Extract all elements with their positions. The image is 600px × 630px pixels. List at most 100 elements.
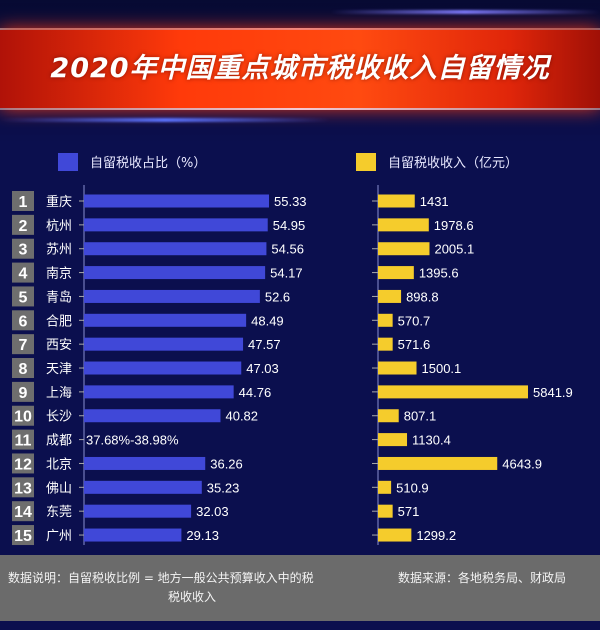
- income-data-label: 1500.1: [422, 361, 462, 376]
- ratio-bar: [84, 289, 260, 303]
- rank-badge: [12, 191, 34, 211]
- decorative-glow: [0, 118, 330, 122]
- decorative-glow: [330, 10, 600, 14]
- ratio-bar: [84, 266, 266, 280]
- ratio-data-label: 29.13: [186, 528, 219, 543]
- rank-badge: [12, 286, 34, 307]
- category-label: 上海: [46, 386, 72, 401]
- ratio-bar: [84, 504, 192, 518]
- income-data-label: 571.6: [398, 337, 431, 352]
- ratio-bar: [84, 528, 182, 542]
- income-data-label: 898.8: [406, 289, 439, 304]
- rank-number: 14: [14, 504, 32, 521]
- data-note-line2: 税收收入: [168, 590, 217, 604]
- footer: 数据说明：自留税收比例 = 地方一般公共预算收入中的税 税收收入 数据来源：各地…: [0, 555, 600, 621]
- income-data-label: 4643.9: [502, 456, 542, 471]
- income-bar: [378, 289, 402, 303]
- rank-badge: [12, 453, 34, 474]
- ratio-data-label: 32.03: [196, 504, 229, 519]
- rank-number: 5: [19, 289, 28, 306]
- income-bar: [378, 456, 498, 470]
- legend-label-income: 自留税收收入（亿元）: [388, 156, 519, 171]
- legend-income: 自留税收收入（亿元）: [356, 152, 518, 171]
- income-data-label: 1978.6: [434, 218, 474, 233]
- data-note-line1: 数据说明：自留税收比例 = 地方一般公共预算收入中的税: [8, 571, 314, 585]
- income-bar: [378, 433, 408, 447]
- income-data-label: 1395.6: [419, 266, 459, 281]
- rank-badge: [12, 477, 34, 498]
- ratio-data-label: 52.6: [265, 289, 290, 304]
- category-label: 青岛: [46, 289, 72, 305]
- category-label: 成都: [46, 434, 72, 449]
- legend-swatch-ratio: [58, 152, 78, 171]
- rank-badge: [12, 238, 34, 259]
- income-data-label: 570.7: [398, 313, 431, 328]
- income-bar: [378, 266, 414, 280]
- legend-label-ratio: 自留税收占比（%）: [90, 156, 207, 171]
- rank-number: 8: [19, 361, 28, 378]
- decorative-line: [0, 108, 600, 110]
- income-bar: [378, 385, 528, 399]
- ratio-data-label: 54.17: [270, 266, 303, 281]
- category-label: 重庆: [46, 194, 72, 210]
- ratio-bar: [84, 456, 206, 470]
- category-label: 东莞: [46, 505, 72, 520]
- rank-badge: [12, 358, 34, 379]
- category-label: 苏州: [46, 242, 72, 258]
- income-bar: [378, 409, 399, 423]
- bar-chart: 1 重庆 55.33 1431 2 杭州 54.95 1978.6 3 苏州 54.56 2005.1…: [12, 185, 573, 546]
- category-label: 南京: [46, 266, 72, 282]
- income-data-label: 2005.1: [434, 242, 474, 257]
- ratio-data-label: 54.56: [271, 242, 304, 257]
- income-bar: [378, 337, 393, 351]
- ratio-bar: [84, 480, 202, 494]
- income-data-label: 807.1: [404, 409, 437, 424]
- rank-number: 10: [14, 409, 32, 426]
- rank-badge: [12, 262, 34, 283]
- decorative-line: [0, 28, 600, 30]
- category-label: 北京: [46, 457, 72, 472]
- income-data-label: 1431: [420, 194, 449, 209]
- income-bar: [378, 313, 393, 327]
- ratio-bar: [84, 313, 247, 327]
- income-bar: [378, 480, 392, 494]
- legend-ratio: 自留税收占比（%）: [58, 152, 206, 171]
- rank-badge: [12, 310, 34, 331]
- title-band: [0, 30, 600, 108]
- income-data-label: 510.9: [396, 480, 429, 495]
- ratio-data-label: 47.57: [248, 337, 281, 352]
- rank-number: 15: [14, 528, 32, 545]
- category-label: 西安: [46, 338, 72, 353]
- income-bar: [378, 218, 429, 232]
- ratio-data-label: 44.76: [239, 385, 272, 400]
- rank-number: 4: [19, 266, 28, 283]
- rank-badge: [12, 381, 34, 402]
- rank-number: 7: [19, 337, 28, 354]
- income-bar: [378, 504, 393, 518]
- rank-number: 12: [14, 456, 32, 473]
- data-note: 数据说明：自留税收比例 = 地方一般公共预算收入中的税 税收收入: [8, 569, 353, 607]
- category-label: 佛山: [46, 481, 72, 496]
- rank-number: 1: [19, 194, 28, 211]
- ratio-bar: [84, 385, 234, 399]
- category-label: 长沙: [46, 410, 72, 425]
- ratio-data-label: 55.33: [274, 194, 307, 209]
- income-bar: [378, 194, 415, 208]
- rank-badge: [12, 525, 34, 546]
- category-label: 杭州: [46, 219, 72, 234]
- income-data-label: 571: [398, 504, 420, 519]
- ratio-data-label: 36.26: [210, 456, 243, 471]
- ratio-data-label: 37.68%-38.98%: [86, 433, 179, 448]
- data-source: 数据来源：各地税务局、财政局: [398, 571, 567, 585]
- income-data-label: 1130.4: [412, 433, 451, 448]
- legend-swatch-income: [356, 152, 376, 171]
- ratio-bar: [84, 218, 268, 232]
- rank-number: 11: [15, 433, 32, 450]
- ratio-data-label: 40.82: [225, 409, 258, 424]
- ratio-data-label: 48.49: [251, 313, 284, 328]
- rank-number: 3: [19, 242, 28, 259]
- rank-badge: [12, 405, 34, 426]
- category-label: 广州: [46, 529, 72, 544]
- ratio-bar: [84, 194, 269, 208]
- rank-number: 9: [19, 385, 28, 402]
